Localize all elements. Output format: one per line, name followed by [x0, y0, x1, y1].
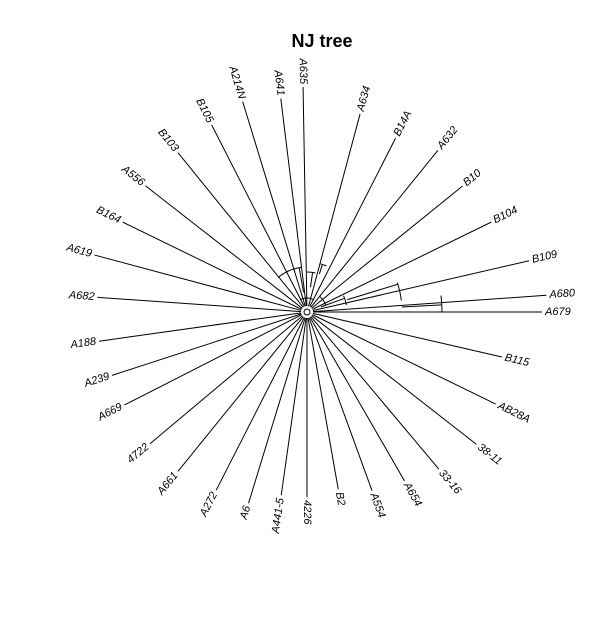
tip-branch [312, 294, 547, 313]
tip-branch [312, 312, 502, 358]
arc-5 [343, 295, 347, 306]
tip-branch [177, 152, 304, 308]
tip-label: B14A [391, 109, 414, 138]
arc-1 [277, 266, 302, 278]
tip-label: B2 [333, 491, 347, 506]
tip-branch [302, 87, 308, 307]
tip-branch [308, 317, 373, 491]
tip-label: B104 [491, 204, 519, 226]
hub-6 [320, 297, 345, 308]
tip-label: B115 [503, 352, 531, 369]
tip-label: A188 [69, 335, 98, 351]
tip-label: A6 [238, 504, 254, 522]
tip-branch [211, 124, 305, 307]
arc-3 [319, 263, 327, 267]
tip-label: A679 [544, 306, 571, 318]
tip-label: 4722 [125, 441, 151, 466]
tip-label: A239 [82, 370, 111, 390]
tip-branch [309, 138, 396, 307]
hub-2 [309, 272, 314, 288]
tip-branch [280, 317, 307, 496]
figure-title: NJ tree [291, 31, 352, 51]
tip-branch [97, 296, 302, 313]
tip-label: A214N [226, 64, 248, 101]
tip-branch [94, 254, 302, 311]
root-knot [303, 308, 311, 316]
tip-label: 4226 [301, 500, 313, 525]
arc-8 [299, 297, 315, 301]
tip-label: A272 [197, 490, 220, 519]
tip-label: B103 [155, 127, 181, 155]
tip-label: A680 [548, 287, 576, 301]
tip-branch [242, 101, 306, 307]
tip-branch [177, 316, 304, 472]
tip-branch [215, 317, 305, 491]
tip-label: 33-16 [436, 467, 464, 497]
tip-label: A654 [400, 480, 424, 509]
tip-branch [122, 221, 302, 310]
tip-branch [308, 113, 361, 307]
hub-4 [347, 283, 398, 301]
tip-label: A669 [95, 401, 124, 424]
tip-label: B105 [193, 97, 216, 126]
tip-label: A632 [434, 124, 460, 152]
tip-branch [310, 316, 440, 470]
arc-7 [440, 295, 443, 313]
tip-label: B10 [461, 167, 484, 189]
hub-5 [401, 304, 442, 308]
tip-branch [312, 221, 492, 310]
hub-1 [298, 267, 305, 293]
tip-label: A554 [367, 490, 387, 519]
tip-branch [149, 315, 303, 445]
tip-branch [312, 260, 530, 312]
tip-branch [98, 312, 302, 342]
tip-branch [310, 150, 439, 308]
tip-branch [307, 317, 339, 490]
tip-branch [280, 98, 307, 307]
tip-label: A661 [155, 470, 181, 498]
tip-label: A635 [297, 57, 309, 85]
tree-branches [94, 87, 547, 504]
tip-branch [311, 315, 477, 445]
tip-label: A634 [355, 85, 374, 114]
tip-label: A441-5 [270, 496, 287, 535]
tip-label: 38-11 [475, 441, 504, 467]
tip-label: A556 [118, 163, 147, 189]
tip-branch [312, 314, 496, 405]
arc-6 [396, 282, 402, 301]
tip-branch [124, 314, 302, 406]
tip-branch [145, 185, 303, 309]
tip-branch [309, 316, 405, 482]
tip-branch [248, 317, 306, 504]
tip-label: A641 [271, 68, 286, 96]
hub-3 [318, 264, 323, 275]
tip-label: AB28A [495, 399, 532, 425]
tip-label: A682 [67, 289, 94, 303]
arc-2 [306, 271, 316, 274]
tip-label: B164 [94, 204, 122, 226]
tip-label: B109 [531, 248, 559, 265]
tip-branch [111, 313, 302, 376]
tip-branch [311, 185, 463, 309]
tip-label: A619 [64, 241, 93, 260]
